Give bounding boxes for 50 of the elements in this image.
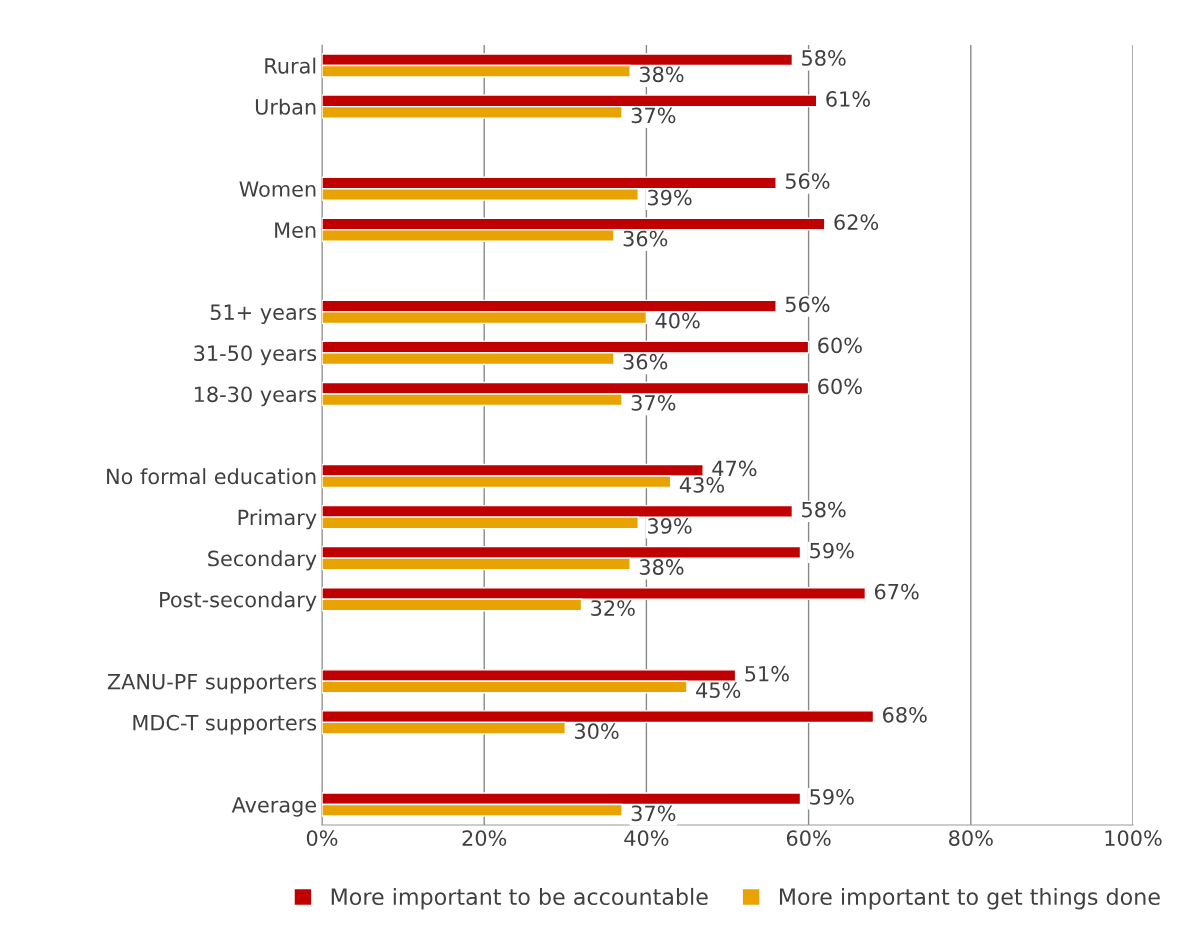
x-tick-label: 60% bbox=[786, 830, 831, 846]
data-label: 56% bbox=[785, 296, 830, 313]
legend-label: More important to get things done bbox=[779, 887, 1160, 910]
data-label: 56% bbox=[785, 173, 830, 189]
x-tick-label: 0% bbox=[306, 830, 338, 846]
y-tick-label: MDC-T supporters bbox=[133, 714, 317, 735]
data-label: 40% bbox=[655, 312, 700, 329]
y-tick-label: Women bbox=[239, 181, 316, 197]
y-tick-label: 51+ years bbox=[210, 304, 317, 325]
x-tick-label: 40% bbox=[624, 830, 669, 846]
data-label: 39% bbox=[647, 518, 692, 534]
legend-label: More important to be accountable bbox=[331, 887, 708, 910]
data-label: 60% bbox=[818, 378, 862, 395]
data-label: 30% bbox=[575, 723, 619, 740]
y-tick-label: Secondary bbox=[208, 550, 317, 571]
data-label: 67% bbox=[874, 583, 919, 600]
data-label: 38% bbox=[639, 66, 684, 83]
data-label: 60% bbox=[818, 337, 862, 354]
x-tick-label: 100% bbox=[1105, 830, 1162, 846]
y-tick-label: 31-50 years bbox=[194, 345, 317, 366]
y-tick-label: Primary bbox=[238, 509, 317, 530]
y-tick-label: ZANU-PF supporters bbox=[107, 674, 317, 694]
data-label: 38% bbox=[639, 559, 684, 575]
data-label: 43% bbox=[679, 477, 724, 493]
data-label: 32% bbox=[591, 600, 635, 616]
data-label: 58% bbox=[802, 501, 846, 518]
data-label: 62% bbox=[834, 214, 879, 231]
data-label: 68% bbox=[883, 706, 927, 723]
data-label: 37% bbox=[631, 394, 676, 411]
y-tick-label: Rural bbox=[265, 57, 316, 74]
data-label: 61% bbox=[826, 91, 870, 107]
data-label: 45% bbox=[696, 682, 741, 699]
data-label: 36% bbox=[623, 230, 668, 247]
y-tick-label: Average bbox=[231, 797, 317, 817]
data-label: 58% bbox=[802, 50, 846, 66]
y-tick-label: Men bbox=[275, 222, 316, 238]
data-label: 59% bbox=[810, 789, 854, 805]
data-label: 37% bbox=[631, 805, 676, 822]
y-tick-label: No formal education bbox=[107, 468, 316, 485]
data-label: 47% bbox=[712, 460, 757, 477]
data-label: 59% bbox=[810, 542, 854, 559]
y-tick-label: Urban bbox=[255, 98, 316, 115]
x-tick-label: 80% bbox=[949, 830, 993, 846]
data-label: 51% bbox=[745, 665, 789, 682]
y-tick-label: Post-secondary bbox=[160, 591, 317, 612]
data-label: 37% bbox=[631, 107, 676, 124]
data-label: 39% bbox=[647, 189, 692, 206]
y-tick-label: 18-30 years bbox=[194, 386, 317, 407]
data-label: 36% bbox=[623, 353, 668, 370]
x-tick-label: 20% bbox=[462, 830, 507, 846]
